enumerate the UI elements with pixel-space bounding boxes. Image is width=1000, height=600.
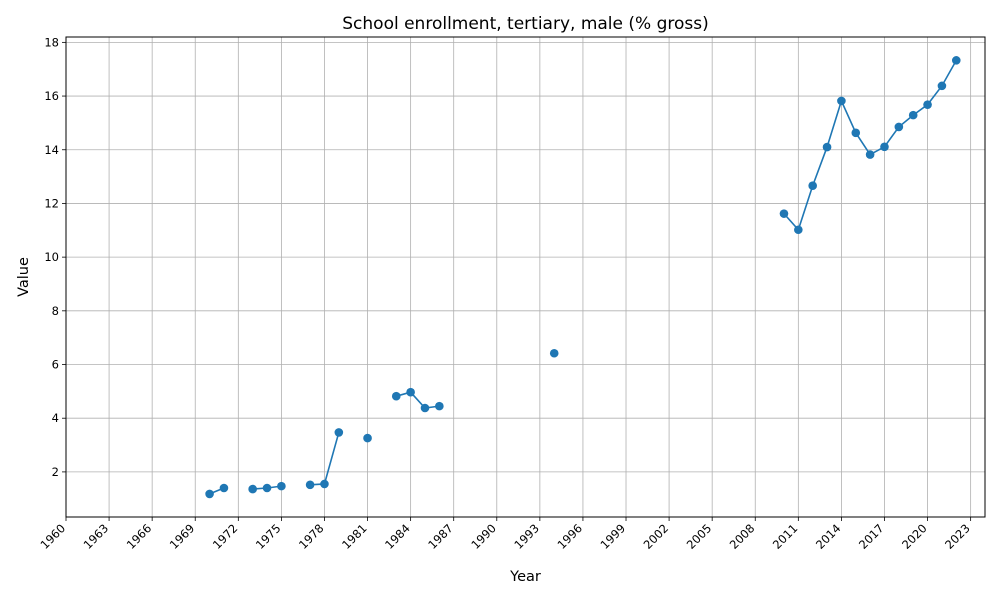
grid	[65, 37, 985, 517]
data-point	[923, 100, 932, 109]
data-point	[420, 403, 430, 413]
data-point	[779, 209, 789, 218]
data-point	[951, 56, 961, 65]
chart-title: School enrollment, tertiary, male (% gro…	[342, 14, 709, 34]
data-point	[808, 181, 817, 191]
data-point	[851, 128, 861, 138]
y-tick-label: 10	[44, 250, 59, 264]
data-point	[363, 433, 372, 443]
data-point	[277, 481, 286, 491]
data-point	[908, 110, 918, 120]
y-tick-label: 14	[44, 143, 59, 157]
data-point	[391, 391, 401, 401]
data-point	[822, 142, 832, 152]
y-tick-label: 2	[52, 465, 59, 479]
data-point	[837, 96, 846, 106]
y-tick-label: 4	[52, 411, 59, 425]
y-tick-label: 16	[44, 89, 59, 103]
data-point	[880, 142, 889, 152]
data-point	[894, 122, 904, 132]
data-point	[865, 150, 875, 159]
data-point	[406, 387, 415, 397]
y-tick-label: 12	[44, 196, 59, 210]
plot-frame	[65, 36, 986, 518]
x-axis-title: Year	[509, 569, 541, 585]
y-tick-label: 8	[52, 304, 59, 318]
data-point	[305, 480, 315, 490]
series-line	[396, 391, 440, 409]
series	[205, 56, 961, 499]
data-point	[205, 489, 214, 499]
data-point	[334, 428, 344, 437]
data-point	[937, 81, 947, 91]
y-tick-label: 6	[52, 358, 59, 372]
data-point	[248, 484, 257, 494]
data-point	[262, 483, 272, 493]
data-point	[435, 401, 444, 411]
data-point	[219, 483, 229, 493]
data-point	[549, 348, 559, 358]
data-point	[320, 479, 329, 489]
y-tick-label: 18	[44, 35, 59, 49]
data-point	[794, 225, 803, 235]
y-axis-title: Value	[16, 257, 32, 297]
